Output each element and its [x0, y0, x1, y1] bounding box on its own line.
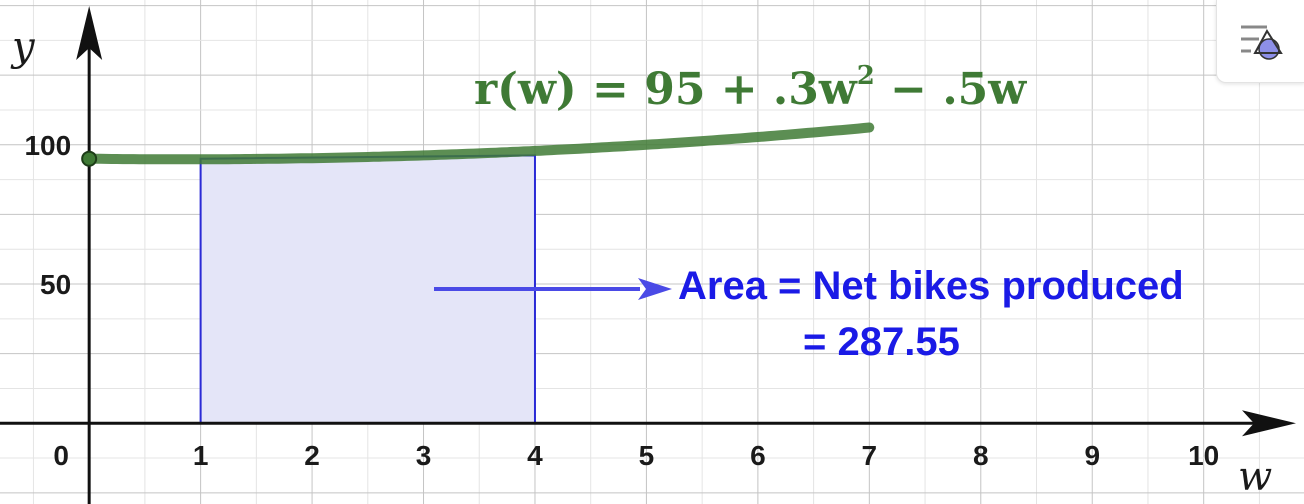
tick-labels: 0 1 2 3 4 5 6 7 8 9 10 50 100: [24, 130, 1219, 471]
annotation-arrow-head: [638, 278, 672, 300]
x-tick-label: 7: [862, 440, 878, 471]
annotation-line2: = 287.55: [803, 320, 960, 364]
formula-exponent: 2: [857, 61, 875, 91]
function-label: r(w) = 95 + .3w2 − .5w: [474, 61, 1027, 115]
x-tick-label: 6: [750, 440, 766, 471]
y-axis-arrowhead: [76, 6, 103, 60]
axes: [0, 6, 1296, 504]
x-tick-label: 5: [639, 440, 655, 471]
curve: [81, 122, 875, 167]
y-tick-label: 50: [40, 269, 71, 300]
y-tick-label: 100: [24, 130, 71, 161]
formula-tail: − .5w: [875, 64, 1027, 115]
x-tick-label: 9: [1084, 440, 1100, 471]
x-axis-label: w: [1238, 454, 1272, 500]
annotation-arrow: [434, 278, 672, 300]
x-tick-label: 4: [527, 440, 543, 471]
y-intercept-point: [81, 150, 98, 167]
annotation-line1: Area = Net bikes produced: [678, 264, 1184, 308]
graphics-style-button[interactable]: [1216, 0, 1304, 83]
x-axis-arrowhead: [1242, 410, 1296, 437]
x-tick-label: 3: [416, 440, 432, 471]
x-tick-label: 0: [53, 440, 69, 471]
x-tick-label: 10: [1188, 440, 1219, 471]
graphics-style-icon: [1241, 25, 1283, 60]
y-axis-label: y: [10, 24, 36, 70]
formula-main: r(w) = 95 + .3w: [474, 64, 858, 115]
x-tick-label: 1: [193, 440, 209, 471]
x-tick-label: 8: [973, 440, 989, 471]
function-curve: [84, 122, 875, 165]
x-tick-label: 2: [304, 440, 320, 471]
